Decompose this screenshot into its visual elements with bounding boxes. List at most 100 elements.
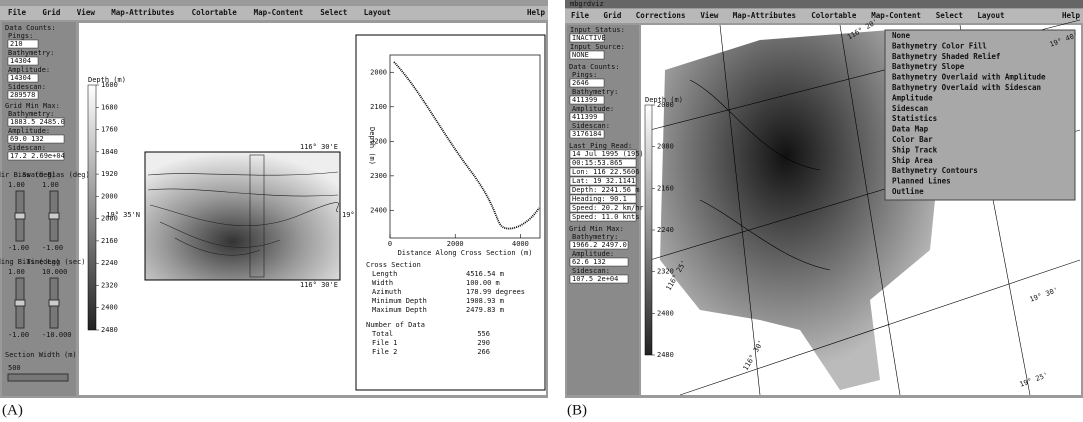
menu-option[interactable]: Statistics [892, 114, 937, 123]
colorbar-tick-label: 2160 [101, 237, 118, 245]
colorbar-tick-label: 2080 [657, 143, 674, 151]
menu-option[interactable]: Bathymetry Contours [892, 166, 978, 175]
field-label: Section Width (m) [5, 351, 77, 359]
slider-label: Swath Bias (deg) [22, 171, 89, 179]
y-tick-label: 2400 [370, 206, 387, 214]
y-tick-label: 2100 [370, 103, 387, 111]
field-label: Sidescan: [8, 144, 46, 152]
field-value: 1883.5 2485.0 [10, 118, 65, 126]
field-label: Sidescan: [8, 83, 46, 91]
menu-item[interactable]: Layout [364, 8, 391, 17]
stats-title: Number of Data [366, 321, 425, 329]
stats-label: Maximum Depth [372, 306, 427, 314]
field-label: Input Status: [570, 26, 625, 34]
section-title: Grid Min Max: [569, 225, 624, 233]
field-value: Lon: 116 22.5606 [572, 168, 639, 176]
colorbar [645, 105, 652, 355]
field-value: INACTIVE [572, 34, 606, 42]
colorbar-tick-label: 1760 [101, 126, 118, 134]
x-tick-label: 4000 [512, 240, 529, 248]
caption: (B) [567, 402, 587, 418]
colorbar-tick-label: 2160 [657, 184, 674, 192]
map-label: 116° 30'E [300, 281, 338, 289]
stats-label: File 2 [372, 348, 397, 356]
menu-item[interactable]: Colortable [192, 8, 238, 17]
field-value: Depth: 2241.56 m [572, 186, 639, 194]
y-tick-label: 2000 [370, 68, 387, 76]
menu-option[interactable]: Bathymetry Shaded Relief [892, 52, 1000, 61]
menu-item[interactable]: Grid [603, 11, 621, 20]
colorbar-tick-label: 2240 [657, 226, 674, 234]
title-bar [565, 0, 1083, 8]
menu-item[interactable]: Map-Attributes [733, 11, 796, 20]
stats-value: 4516.54 m [466, 270, 504, 278]
slider[interactable] [8, 374, 68, 381]
menu-option[interactable]: Planned Lines [892, 177, 951, 186]
field-label: Input Source: [570, 43, 625, 51]
menu-item[interactable]: Map-Attributes [111, 8, 174, 17]
menu-item[interactable]: File [8, 8, 27, 17]
field-value: 14304 [10, 74, 31, 82]
stats-value: 1908.93 m [466, 297, 504, 305]
stats-label: Azimuth [372, 288, 402, 296]
stats-value: 290 [477, 339, 490, 347]
slider-thumb [49, 300, 59, 306]
menu-item[interactable]: Grid [42, 8, 60, 17]
x-axis-label: Distance Along Cross Section (m) [398, 249, 533, 257]
menu-option[interactable]: Outline [892, 187, 924, 196]
menu-option[interactable]: Bathymetry Slope [892, 62, 965, 71]
menu-option[interactable]: Amplitude [892, 93, 933, 102]
slider-max: 10.000 [42, 268, 67, 276]
field-value: Lat: 19 32.1141 [572, 177, 635, 185]
menu-option[interactable]: Data Map [892, 125, 929, 134]
field-label: Bathymetry: [8, 110, 54, 118]
menu-option[interactable]: None [892, 31, 911, 40]
colorbar [88, 85, 96, 330]
field-label: Bathymetry: [8, 49, 54, 57]
slider-max: 1.00 [8, 181, 25, 189]
menu-item[interactable]: Help [527, 8, 546, 17]
field-value: 289578 [10, 91, 35, 99]
menu-item[interactable]: Corrections [636, 11, 686, 20]
stats-value: 266 [477, 348, 490, 356]
menu-item[interactable]: Select [936, 11, 963, 20]
map-label: 19° [342, 211, 355, 219]
menu-item[interactable]: File [571, 11, 590, 20]
map-label: 19° 35'N [106, 211, 140, 219]
menu-option[interactable]: Color Bar [892, 135, 933, 144]
menu-item[interactable]: View [700, 11, 719, 20]
colorbar-tick-label: 1840 [101, 148, 118, 156]
field-label: Amplitude: [8, 127, 50, 135]
menu-item[interactable]: Select [320, 8, 347, 17]
menu-option[interactable]: Ship Area [892, 156, 933, 165]
menu-item[interactable]: View [77, 8, 96, 17]
stats-label: Length [372, 270, 397, 278]
menu-option[interactable]: Bathymetry Overlaid with Sidescan [892, 83, 1041, 92]
menu-option[interactable]: Sidescan [892, 104, 928, 113]
field-value: 500 [8, 364, 21, 372]
field-value: 14304 [10, 57, 31, 65]
stats-label: Width [372, 279, 393, 287]
menu-option[interactable]: Ship Track [892, 145, 938, 154]
caption: (A) [2, 402, 23, 418]
colorbar-tick-label: 2320 [101, 281, 118, 289]
field-value: 2646 [572, 79, 589, 87]
panel-a [0, 0, 548, 398]
menu-item[interactable]: Colortable [811, 11, 857, 20]
menu-item[interactable]: Map-Content [871, 11, 921, 20]
stats-value: 556 [477, 330, 490, 338]
field-value: 17.2 2.69e+04 [10, 152, 65, 160]
menu-option[interactable]: Bathymetry Color Fill [892, 41, 987, 50]
colorbar-tick-label: 2000 [101, 192, 118, 200]
field-value: Heading: 90.1 [572, 195, 627, 203]
field-label: Pings: [8, 32, 33, 40]
figure: (A) File Grid View Map-Attributes Colortable M… [0, 0, 1083, 422]
slider-min: -1.00 [8, 244, 29, 252]
y-axis-label: Depth (m) [368, 127, 376, 165]
menu-item[interactable]: Help [1062, 11, 1081, 20]
menu-item[interactable]: Layout [977, 11, 1004, 20]
stats-value: 178.99 degrees [466, 288, 525, 296]
menu-option[interactable]: Bathymetry Overlaid with Amplitude [892, 73, 1046, 82]
field-value: 3176184 [572, 130, 602, 138]
menu-item[interactable]: Map-Content [254, 8, 304, 17]
